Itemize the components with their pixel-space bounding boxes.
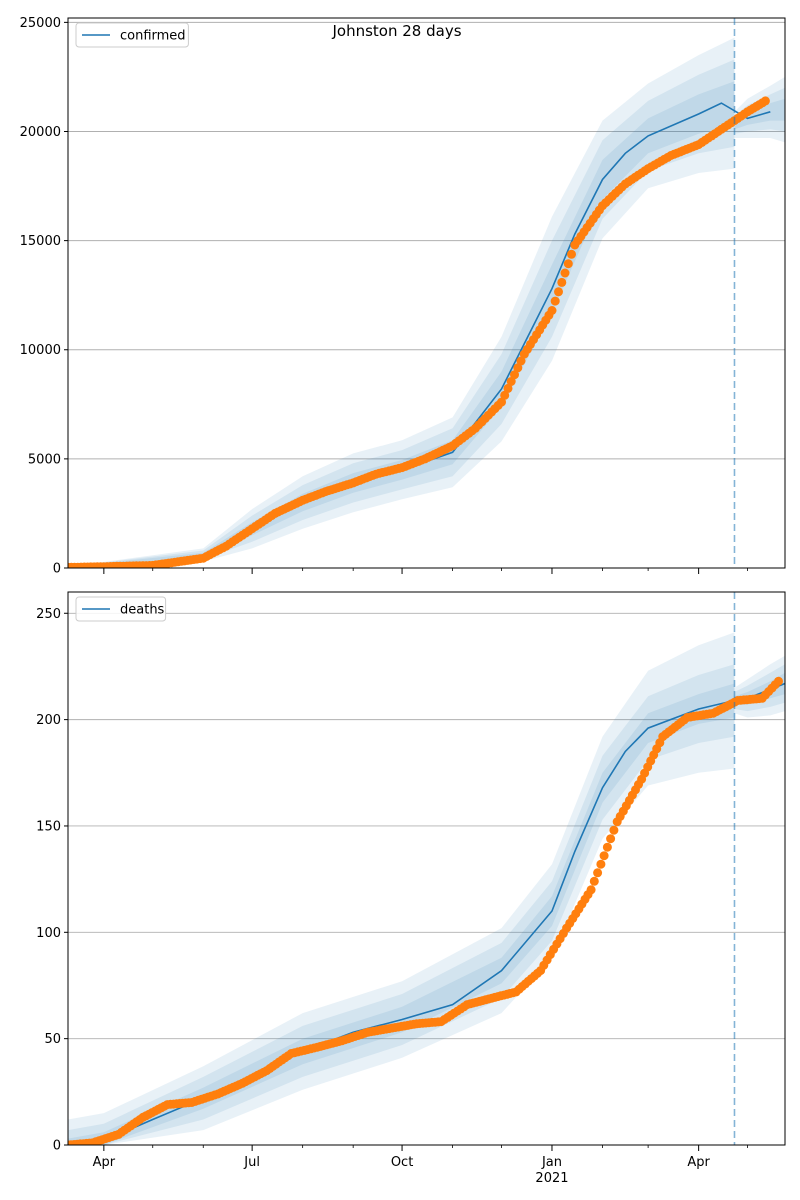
y-tick-label: 0: [53, 1139, 61, 1154]
observed-point: [599, 851, 609, 861]
y-tick-label: 5000: [28, 452, 61, 467]
legend-label: confirmed: [120, 29, 186, 44]
figure-title: Johnston 28 days: [331, 22, 461, 40]
observed-points: [68, 676, 783, 1145]
observed-point: [586, 885, 596, 895]
forecast-band-2: [734, 76, 785, 143]
observed-point: [606, 834, 616, 844]
axes-frame: [67, 17, 786, 569]
x-tick-label: Apr: [93, 1155, 116, 1170]
observed-point: [560, 268, 570, 278]
legend-box: [75, 22, 189, 48]
observed-point: [510, 370, 519, 380]
legend-label: deaths: [120, 603, 165, 618]
y-tick-label: 20000: [20, 125, 61, 140]
observed-point: [497, 397, 506, 407]
legend: confirmed: [75, 22, 189, 48]
legend-box: [75, 596, 167, 622]
observed-point: [550, 296, 560, 306]
y-tick-label: 200: [36, 713, 61, 728]
x-tick-label: Jul: [243, 1155, 260, 1170]
x-tick-sublabel: 2021: [535, 1171, 568, 1186]
x-tick-label: Oct: [391, 1155, 413, 1170]
observed-point: [513, 363, 523, 373]
uncertainty-band-0: [68, 683, 735, 1145]
observed-point: [589, 876, 599, 886]
observed-point: [503, 383, 513, 393]
x-tick-label: Jan: [541, 1155, 562, 1170]
y-tick-label: 50: [44, 1032, 61, 1047]
y-tick-label: 15000: [20, 234, 61, 249]
observed-point: [760, 96, 770, 106]
forecast-band-1: [734, 87, 785, 134]
observed-point: [774, 676, 783, 686]
uncertainty-band-2: [68, 632, 735, 1145]
uncertainty-band-1: [68, 664, 735, 1145]
observed-point: [602, 842, 612, 852]
uncertainty-band-2: [68, 37, 735, 568]
observed-point: [593, 868, 603, 878]
observed-point: [554, 287, 563, 297]
observed-point: [563, 259, 573, 269]
y-tick-label: 150: [36, 819, 61, 834]
observed-point: [609, 825, 619, 835]
observed-point: [547, 306, 557, 315]
axes-frame: [67, 591, 786, 1146]
plot-area: [68, 632, 785, 1145]
y-tick-label: 0: [53, 562, 61, 577]
observed-point: [557, 277, 567, 287]
observed-point: [506, 377, 516, 386]
y-tick-label: 250: [36, 607, 61, 622]
observed-point: [567, 249, 576, 259]
observed-point: [596, 859, 606, 869]
y-tick-label: 10000: [20, 343, 61, 358]
observed-point: [516, 356, 526, 366]
observed-points: [68, 96, 770, 568]
plot-area: [68, 37, 785, 568]
x-tick-label: Apr: [687, 1155, 710, 1170]
y-tick-label: 25000: [20, 16, 61, 31]
y-tick-label: 100: [36, 926, 61, 941]
legend: deaths: [75, 596, 167, 622]
confirmed-panel: 0 5000 10000 15000 20000 25000 confirmed: [20, 16, 786, 577]
observed-point: [500, 390, 510, 400]
